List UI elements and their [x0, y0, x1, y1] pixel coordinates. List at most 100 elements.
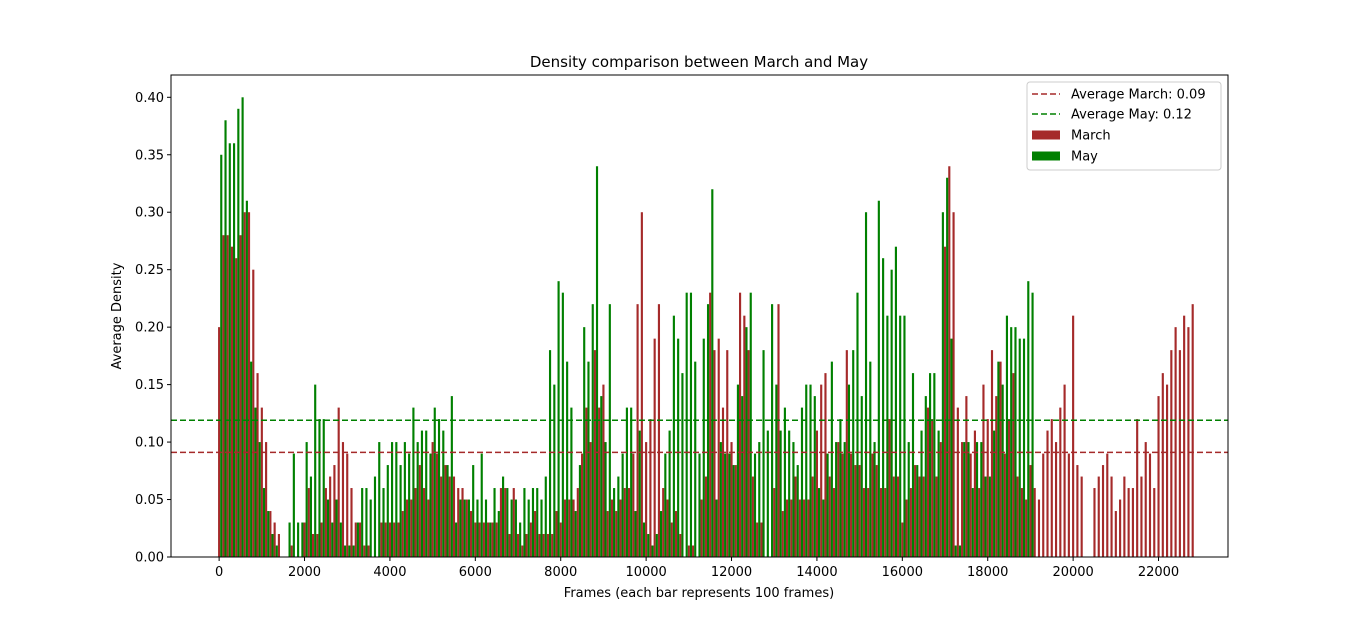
- march-bar: [990, 350, 994, 557]
- may-bar: [600, 396, 603, 557]
- may-bar: [958, 545, 962, 557]
- march-bar: [751, 476, 754, 557]
- may-bar: [796, 465, 799, 557]
- may-bar: [348, 545, 351, 557]
- bars-layer: [218, 97, 1194, 558]
- may-bar: [365, 488, 368, 557]
- may-bar: [843, 442, 846, 557]
- march-bar: [918, 476, 921, 557]
- march-bar: [999, 361, 1002, 557]
- may-bar: [741, 396, 744, 557]
- march-bar: [581, 453, 584, 557]
- march-bar: [487, 522, 490, 557]
- y-axis-ticks: 0.00 0.05 0.10 0.15 0.20 0.25 0.30 0.35 0.40: [135, 91, 171, 566]
- may-bar: [271, 534, 274, 557]
- march-bar: [1110, 476, 1113, 557]
- may-bar: [390, 442, 394, 557]
- march-bar: [845, 350, 848, 557]
- march-bar: [1166, 384, 1169, 557]
- may-bar: [903, 315, 906, 557]
- may-bar: [267, 511, 270, 557]
- march-bar: [709, 292, 712, 557]
- may-bar: [493, 488, 496, 557]
- may-bar: [425, 430, 428, 557]
- may-bar: [711, 189, 714, 558]
- may-bar: [1022, 338, 1026, 557]
- may-bar: [852, 350, 855, 557]
- march-bar: [346, 453, 349, 557]
- may-bar: [822, 499, 825, 557]
- x-tick-label: 6000: [459, 565, 492, 580]
- march-bar: [879, 488, 883, 557]
- may-bar: [728, 453, 731, 557]
- may-bar: [489, 522, 492, 557]
- march-bar: [704, 476, 707, 557]
- march-bar: [316, 534, 319, 557]
- plot-area-frame: [170, 74, 1229, 558]
- may-bar: [890, 269, 893, 557]
- march-bar: [405, 499, 409, 557]
- y-tick-label: 0.15: [135, 378, 164, 393]
- may-bar: [361, 488, 364, 557]
- march-bar: [1008, 419, 1011, 557]
- march-bar: [572, 499, 575, 557]
- march-bar: [734, 465, 737, 557]
- march-bar: [692, 545, 695, 557]
- march-bar: [465, 499, 468, 557]
- march-bar: [235, 258, 238, 557]
- march-bar: [469, 511, 473, 557]
- march-bar: [726, 350, 729, 557]
- march-bar: [440, 476, 443, 557]
- may-bar: [920, 430, 923, 557]
- y-axis-label: Average Density: [110, 262, 125, 369]
- may-bar: [224, 120, 227, 557]
- march-bar: [1183, 315, 1186, 557]
- may-bar: [378, 442, 381, 557]
- may-bar: [262, 488, 266, 557]
- march-bar: [1063, 384, 1066, 557]
- march-bar: [230, 246, 234, 557]
- may-bar: [788, 430, 791, 557]
- y-tick-label: 0.20: [135, 321, 164, 336]
- x-tick-label: 4000: [373, 565, 406, 580]
- march-bar: [1174, 327, 1177, 557]
- march-bar: [457, 488, 460, 557]
- x-tick-label: 16000: [882, 565, 923, 580]
- march-bar: [538, 534, 541, 557]
- may-bar: [681, 373, 684, 557]
- march-bar: [529, 522, 532, 557]
- may-bar: [702, 338, 705, 557]
- march-bar: [542, 534, 545, 557]
- may-bar: [339, 522, 342, 557]
- march-bar: [1097, 476, 1100, 557]
- march-bar: [431, 442, 434, 557]
- march-bar: [1136, 419, 1139, 557]
- march-bar: [521, 545, 524, 557]
- average-lines-layer: [171, 419, 1228, 454]
- may-bar: [724, 453, 727, 557]
- legend-entry-label: May: [1071, 150, 1098, 165]
- march-bar: [222, 235, 225, 557]
- march-bar: [1046, 430, 1049, 557]
- march-bar: [721, 407, 725, 557]
- march-bar: [841, 453, 844, 557]
- x-tick-label: 20000: [1052, 565, 1093, 580]
- march-bar: [585, 407, 588, 557]
- march-bar: [824, 373, 827, 557]
- may-bar: [950, 338, 953, 557]
- may-bar: [907, 442, 910, 557]
- may-bar: [694, 361, 697, 557]
- march-bar: [320, 522, 323, 557]
- march-bar: [717, 338, 720, 557]
- x-tick-label: 8000: [544, 565, 577, 580]
- may-bar: [322, 419, 325, 557]
- may-bar: [638, 430, 641, 557]
- march-bar: [807, 499, 810, 557]
- march-bar: [427, 499, 430, 557]
- march-bar: [452, 476, 456, 557]
- march-bar: [423, 488, 426, 557]
- may-bar: [873, 442, 876, 557]
- y-tick-label: 0.40: [135, 91, 164, 106]
- may-bar: [933, 373, 936, 557]
- may-bar: [591, 304, 594, 557]
